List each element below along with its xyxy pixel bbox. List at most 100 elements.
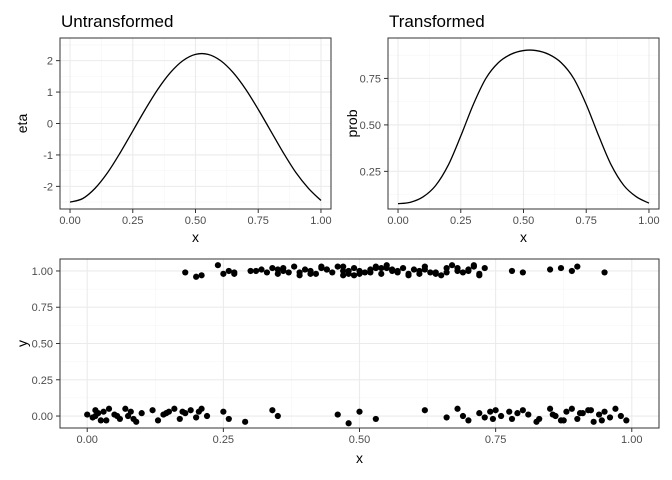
- data-point: [465, 267, 472, 275]
- data-point: [214, 262, 222, 269]
- x-tick-label: 0.50: [185, 215, 206, 227]
- data-point: [92, 412, 99, 420]
- data-point: [549, 411, 556, 418]
- data-point: [459, 412, 467, 420]
- data-point: [481, 264, 488, 272]
- data-point: [389, 266, 396, 273]
- data-point: [340, 263, 347, 270]
- data-point: [519, 407, 526, 414]
- data-point: [149, 407, 156, 414]
- data-point: [590, 418, 597, 425]
- data-point: [394, 267, 401, 275]
- data-point: [231, 270, 238, 277]
- data-point: [410, 266, 418, 273]
- y-tick-label: 0.75: [360, 73, 381, 85]
- data-point: [533, 418, 540, 425]
- data-point: [220, 408, 227, 415]
- x-tick-label: 1.00: [621, 434, 642, 446]
- data-point: [296, 269, 303, 276]
- data-point: [203, 412, 211, 420]
- data-point: [154, 417, 162, 424]
- data-point: [242, 418, 249, 425]
- data-point: [443, 269, 450, 276]
- data-point: [492, 407, 499, 414]
- panel-scatter: 0.00 0.25 0.50 0.75 1.00 0.00 0.25 0.50 0.75 1.00…: [14, 258, 660, 466]
- data-point: [557, 264, 565, 272]
- data-point: [519, 269, 526, 276]
- data-point: [138, 410, 145, 417]
- x-tick-label: 0.25: [122, 215, 143, 227]
- data-point: [247, 267, 254, 275]
- data-point: [438, 272, 445, 279]
- data-point: [508, 267, 516, 275]
- data-point: [340, 272, 347, 279]
- data-point: [340, 267, 347, 275]
- y-axis-label: y: [14, 340, 30, 347]
- y-tick-label: 0.25: [360, 166, 381, 178]
- data-point: [350, 264, 358, 272]
- data-point: [489, 415, 497, 423]
- y-tick-label: -1: [43, 150, 53, 162]
- x-axis-label: x: [520, 229, 527, 245]
- data-point: [345, 267, 352, 275]
- data-point: [356, 408, 363, 415]
- data-point: [487, 408, 494, 415]
- y-tick-label: 1: [47, 87, 53, 99]
- data-point: [612, 405, 619, 412]
- data-point: [105, 405, 113, 412]
- data-point: [601, 269, 608, 276]
- x-tick-label: 0.50: [349, 434, 370, 446]
- data-point: [280, 264, 287, 272]
- data-point: [514, 410, 521, 417]
- data-point: [623, 417, 630, 424]
- data-point: [345, 420, 352, 427]
- data-point: [476, 410, 483, 417]
- data-point: [307, 270, 314, 277]
- y-tick-label: 2: [47, 56, 53, 68]
- data-point: [497, 412, 505, 420]
- panel-transformed: 0.00 0.25 0.50 0.75 1.00 0.25 0.50 0.75 x prob Tra…: [344, 12, 660, 245]
- data-point: [171, 405, 178, 412]
- y-tick-label: 0.50: [32, 339, 53, 351]
- data-point: [470, 262, 477, 269]
- data-point: [100, 408, 107, 415]
- y-tick-label: -2: [43, 181, 53, 193]
- panel-untransformed: 0.00 0.25 0.50 0.75 1.00 -2 -1 0 1 2 x eta Untransfo…: [14, 12, 332, 245]
- series-line: [69, 52, 322, 203]
- data-point: [367, 269, 374, 276]
- data-point: [432, 269, 439, 276]
- data-point: [443, 264, 450, 272]
- data-point: [193, 414, 200, 421]
- data-point: [563, 408, 570, 415]
- data-point: [378, 270, 385, 277]
- data-point: [454, 264, 461, 272]
- data-point: [476, 272, 483, 279]
- data-point: [465, 417, 472, 424]
- x-tick-label: 0.25: [213, 434, 234, 446]
- data-point: [361, 269, 369, 276]
- data-point: [508, 415, 516, 423]
- y-tick-label: 0: [47, 119, 53, 131]
- data-point: [187, 407, 194, 414]
- data-point: [372, 415, 379, 423]
- data-point: [318, 263, 325, 270]
- data-point: [568, 267, 575, 275]
- data-point: [421, 266, 428, 273]
- data-point: [568, 405, 575, 412]
- data-point: [601, 408, 608, 415]
- x-tick-label: 0.25: [450, 215, 471, 227]
- y-tick-label: 0.75: [32, 302, 53, 314]
- data-point: [323, 266, 330, 273]
- data-point: [617, 412, 624, 420]
- data-point: [334, 263, 341, 270]
- data-point: [443, 414, 450, 421]
- data-point: [274, 266, 281, 273]
- data-point: [546, 405, 554, 412]
- data-point: [220, 270, 227, 277]
- y-tick-label: 1.00: [32, 266, 53, 278]
- data-point: [301, 266, 309, 273]
- data-point: [195, 408, 202, 415]
- data-point: [269, 264, 276, 272]
- y-tick-label: 0.00: [32, 411, 53, 423]
